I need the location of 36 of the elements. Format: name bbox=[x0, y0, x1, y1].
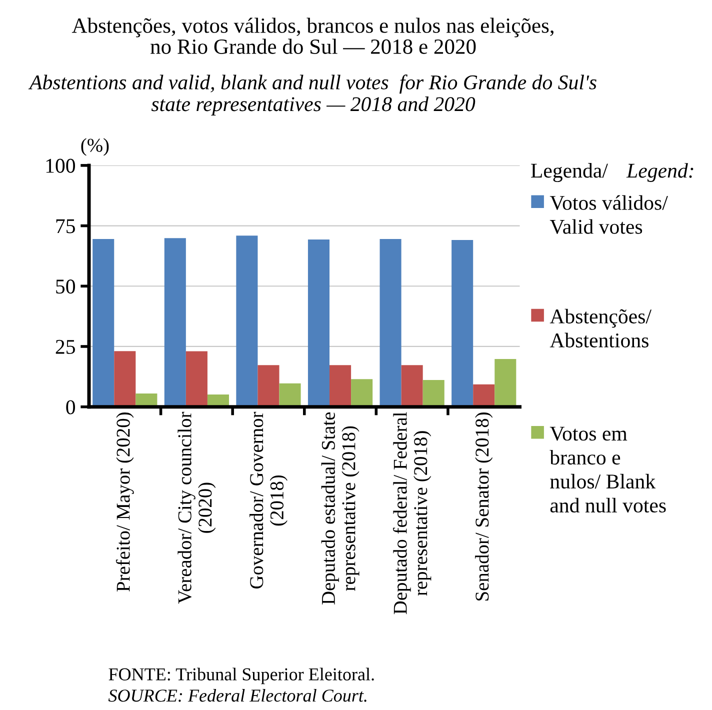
x-tick-label: Senador/ Senator (2018) bbox=[475, 412, 493, 600]
source-note: SOURCE: Federal Electoral Court. bbox=[108, 689, 366, 702]
x-tick-label: Prefeito/ Mayor (2020) bbox=[116, 412, 134, 592]
y-tick-label: 50 bbox=[56, 280, 76, 294]
legend-label: Votos em branco e nulos/ Blank and null votes bbox=[550, 426, 666, 513]
bar bbox=[258, 365, 280, 407]
y-tick-label: 0 bbox=[66, 400, 76, 414]
chart-title: Abstenções, votos válidos, brancos e nulos nas eleições, no Rio Grande do Sul — 2018 e 2020 bbox=[72, 18, 554, 54]
bar bbox=[236, 236, 258, 407]
legend-label: Votos válidos/ Valid votes bbox=[550, 195, 668, 234]
bar bbox=[164, 238, 186, 407]
bar bbox=[114, 351, 136, 407]
bar bbox=[452, 240, 474, 407]
y-tick-label: 75 bbox=[56, 219, 75, 234]
bar bbox=[279, 383, 301, 407]
bar bbox=[473, 384, 495, 407]
source-note: FONTE: Tribunal Superior Eleitoral. bbox=[108, 668, 374, 684]
bar bbox=[92, 239, 114, 407]
x-tick-label: Deputado estadual/ State representative (2018) bbox=[321, 412, 360, 604]
legend-title: Legenda/Legend: bbox=[531, 163, 694, 182]
chart-subtitle: Abstentions and valid, blank and null votes for Rio Grande do Sul's state representatives — 2018 and 2020 bbox=[28, 74, 596, 116]
x-tick-label: Governador/ Governor (2018) bbox=[250, 412, 288, 589]
bar bbox=[494, 359, 516, 407]
legend-label: Abstenções/ Abstentions bbox=[550, 308, 652, 348]
x-tick-label: Vereador/ City councilor (2020) bbox=[178, 412, 216, 604]
y-axis-title: (%) bbox=[81, 138, 109, 156]
bar bbox=[401, 365, 423, 407]
bar bbox=[380, 239, 402, 407]
bar bbox=[330, 365, 352, 407]
y-tick-label: 100 bbox=[46, 158, 76, 173]
bar bbox=[186, 351, 208, 407]
bar bbox=[351, 379, 373, 407]
bar bbox=[422, 380, 444, 407]
bar bbox=[308, 240, 330, 407]
y-tick-label: 25 bbox=[56, 340, 75, 354]
x-tick-label: Deputado federal/ Federal representative (2018) bbox=[392, 412, 432, 614]
